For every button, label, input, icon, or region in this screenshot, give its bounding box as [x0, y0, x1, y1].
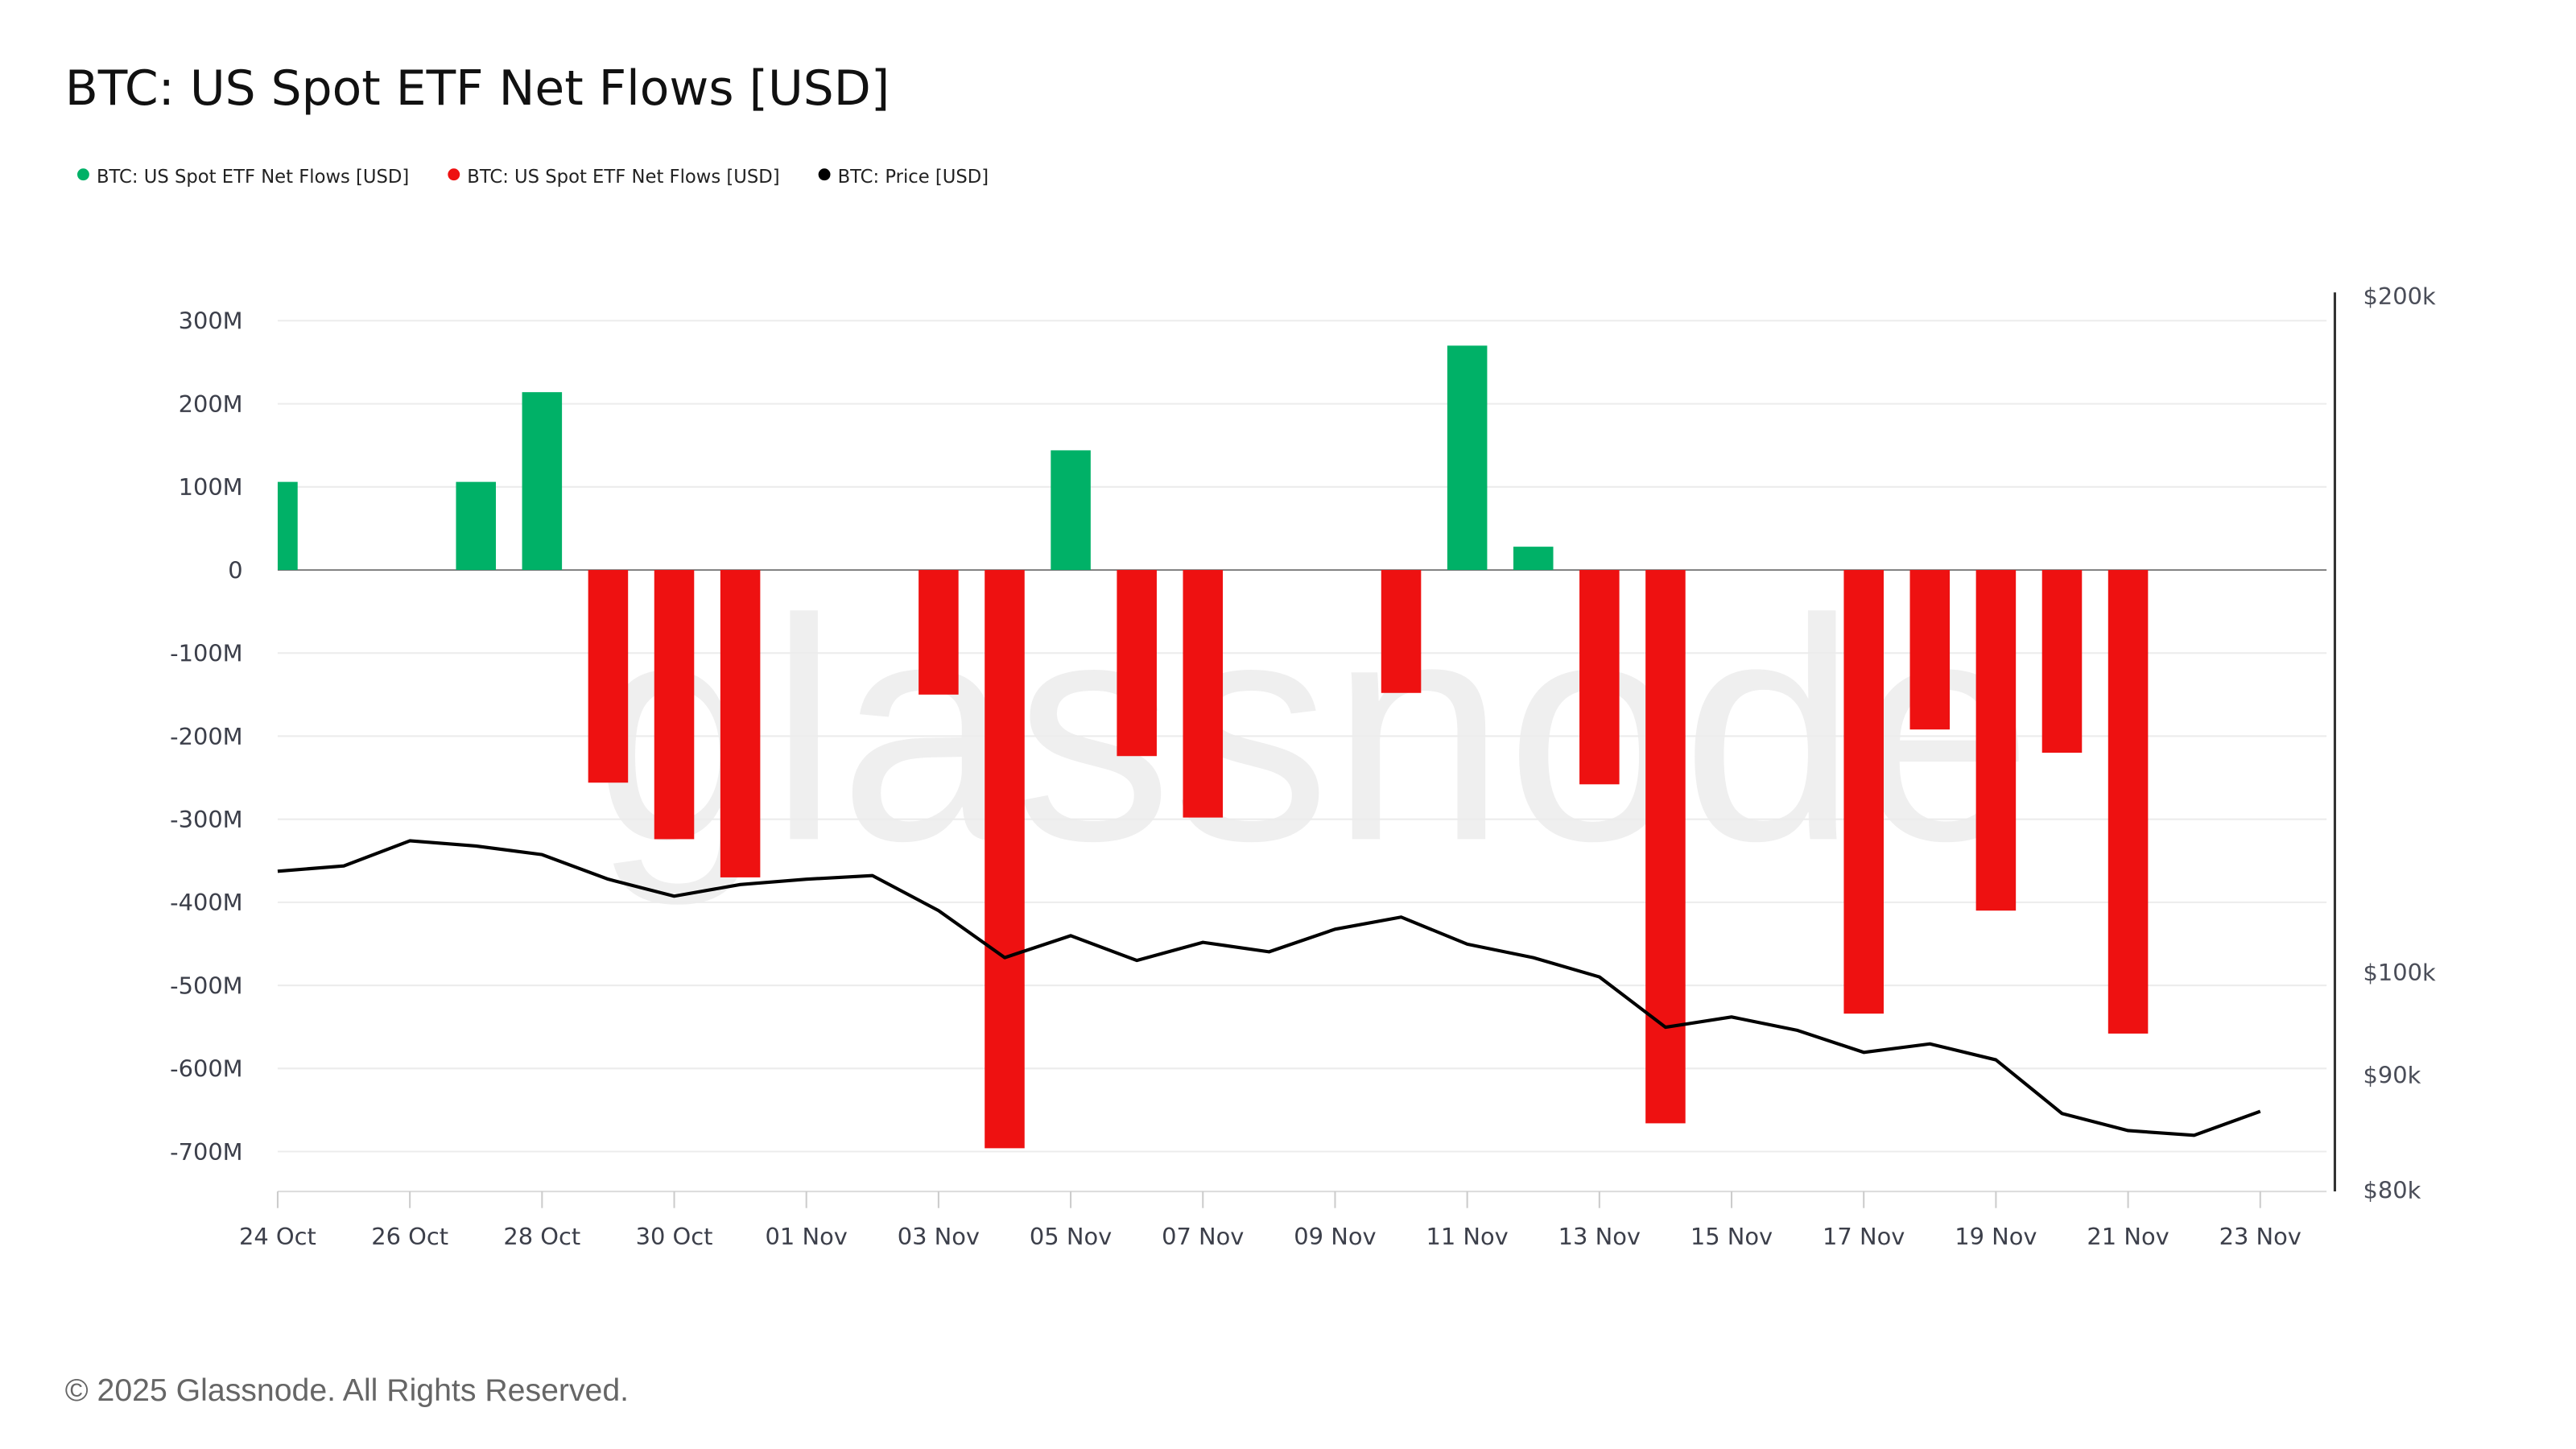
y-left-tick-label: 100M — [179, 473, 243, 501]
bar-inflow — [1447, 345, 1488, 571]
x-tick-label: 07 Nov — [1162, 1223, 1244, 1250]
x-tick-label: 03 Nov — [898, 1223, 980, 1250]
bar-outflow — [1645, 570, 1686, 1124]
legend: BTC: US Spot ETF Net Flows [USD] BTC: US … — [77, 167, 989, 188]
price-line-group — [277, 839, 2261, 1137]
grid — [277, 320, 2327, 1153]
y-right-tick-label: $80k — [2363, 1176, 2421, 1203]
y-left-tick-label: -200M — [170, 723, 242, 750]
x-tick-label: 23 Nov — [2219, 1223, 2301, 1250]
x-tick-label: 21 Nov — [2087, 1223, 2169, 1250]
y-left-tick-label: -400M — [170, 889, 242, 916]
bar-inflow — [456, 481, 497, 571]
bar-outflow — [588, 570, 629, 783]
y-right-tick-label: $100k — [2363, 959, 2436, 986]
bar-inflow — [1513, 547, 1554, 571]
bar-inflow — [277, 481, 298, 571]
bar-outflow — [1975, 570, 2017, 911]
y-left-tick-label: -700M — [170, 1138, 242, 1166]
chart-title: BTC: US Spot ETF Net Flows [USD] — [65, 60, 890, 117]
x-tick-label: 11 Nov — [1426, 1223, 1509, 1250]
legend-marker-2 — [818, 168, 831, 181]
bar-outflow — [1381, 570, 1422, 693]
legend-label-2: BTC: Price [USD] — [838, 167, 989, 188]
y-left-tick-label: -300M — [170, 806, 242, 833]
y-left-tick-label: 200M — [179, 390, 243, 418]
y-left-tick-label: 0 — [228, 556, 242, 584]
bar-outflow — [2041, 570, 2083, 753]
bar-outflow — [1183, 570, 1224, 818]
bar-outflow — [720, 570, 761, 877]
x-tick-label: 30 Oct — [636, 1223, 713, 1250]
bar-outflow — [1117, 570, 1157, 757]
y-left-tick-label: -600M — [170, 1055, 242, 1083]
axes: 300M 200M 100M 0 -100M -200M -300M -400M -500M -6… — [170, 283, 2436, 1250]
bar-outflow — [654, 570, 695, 840]
bar-outflow — [1579, 570, 1620, 785]
y-right-tick-label: $200k — [2363, 283, 2436, 310]
x-tick-label: 09 Nov — [1294, 1223, 1376, 1250]
bar-outflow — [1909, 570, 1951, 730]
price-line — [277, 839, 2261, 1137]
x-tick-label: 17 Nov — [1823, 1223, 1905, 1250]
y-left-tick-label: -500M — [170, 972, 242, 999]
y-left-tick-label: 300M — [179, 308, 243, 335]
x-tick-label: 13 Nov — [1558, 1223, 1641, 1250]
bars — [277, 345, 2149, 1149]
x-tick-label: 28 Oct — [503, 1223, 580, 1250]
legend-label-0: BTC: US Spot ETF Net Flows [USD] — [97, 167, 409, 188]
legend-label-1: BTC: US Spot ETF Net Flows [USD] — [467, 167, 779, 188]
x-tick-label: 15 Nov — [1690, 1223, 1773, 1250]
bar-inflow — [522, 392, 563, 571]
bar-outflow — [985, 570, 1025, 1149]
y-right-tick-label: $90k — [2363, 1062, 2421, 1089]
legend-marker-1 — [448, 168, 460, 181]
y-left-tick-label: -100M — [170, 640, 242, 667]
x-tick-label: 01 Nov — [766, 1223, 848, 1250]
bar-outflow — [919, 570, 959, 695]
x-tick-label: 26 Oct — [371, 1223, 448, 1250]
watermark: glassnode — [593, 554, 2033, 908]
bar-outflow — [2107, 570, 2149, 1034]
x-tick-label: 24 Oct — [239, 1223, 316, 1250]
footer-copyright: © 2025 Glassnode. All Rights Reserved. — [65, 1373, 629, 1408]
x-tick-label: 05 Nov — [1030, 1223, 1112, 1250]
x-tick-label: 19 Nov — [1955, 1223, 2037, 1250]
legend-marker-0 — [77, 168, 89, 181]
bar-outflow — [1843, 570, 1884, 1014]
bar-inflow — [1051, 450, 1091, 571]
